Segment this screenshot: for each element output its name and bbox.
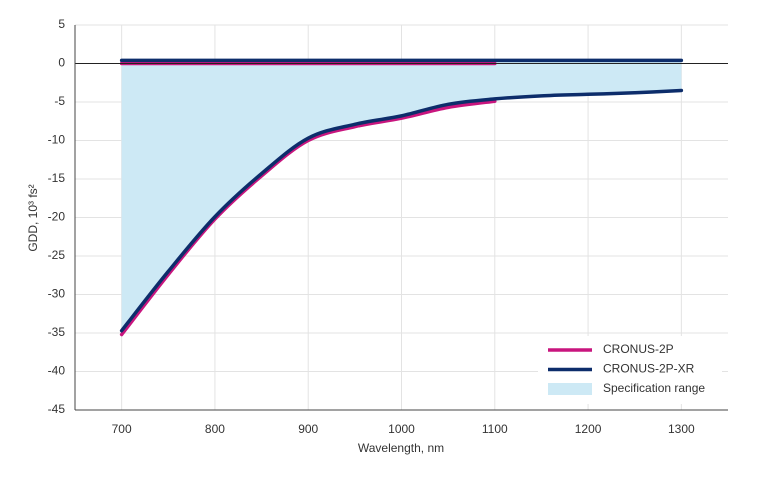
legend-swatch [548,383,592,395]
y-tick-label: -30 [48,287,66,301]
y-tick-label: -45 [48,402,66,416]
x-tick-label: 1300 [668,422,695,436]
x-tick-label: 1000 [388,422,415,436]
x-tick-label: 1200 [575,422,602,436]
y-tick-label: 0 [58,56,65,70]
x-tick-label: 900 [298,422,318,436]
legend-label: Specification range [603,381,705,395]
line [119,88,684,333]
y-axis-label: GDD, 10³ fs² [26,184,40,251]
x-tick-label: 800 [205,422,225,436]
legend-label: CRONUS-2P-XR [603,362,695,376]
legend: CRONUS-2P CRONUS-2P-XR Specification range [538,336,722,404]
y-tick-label: -15 [48,171,66,185]
y-tick-label: -10 [48,133,66,147]
x-tick-label: 700 [112,422,132,436]
legend-label: CRONUS-2P [603,342,674,356]
x-axis-label: Wavelength, nm [358,441,444,455]
y-tick-label: -20 [48,210,66,224]
line [119,99,497,337]
y-tick-label: -5 [54,94,65,108]
area [121,60,682,331]
y-tick-label: -40 [48,364,66,378]
y-tick-label: -25 [48,248,66,262]
y-tick-label: -35 [48,325,66,339]
x-tick-label: 1100 [482,422,508,436]
y-tick-label: 5 [58,17,65,31]
